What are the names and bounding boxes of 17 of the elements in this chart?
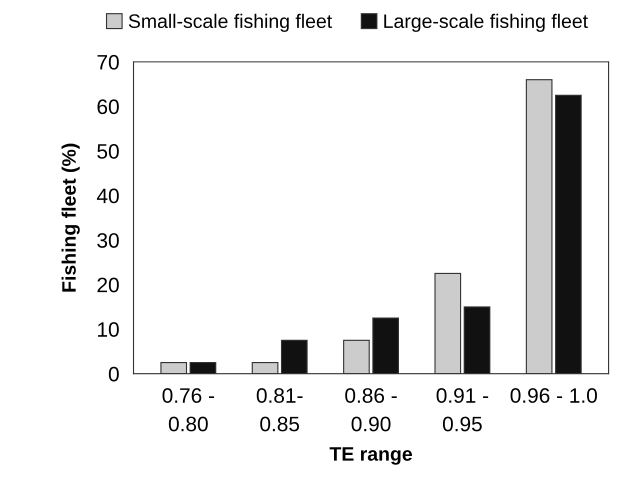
y-tick-label: 0 [108, 366, 119, 382]
x-tick-label: 0.81- 0.85 [256, 388, 303, 432]
y-tick-label: 10 [98, 322, 119, 337]
y-axis-title: Fishing fleet (%) [62, 144, 80, 292]
legend-label: Large-scale fishing fleet [384, 14, 588, 32]
x-tick-label: 0.91 - 0.95 [436, 388, 488, 432]
x-axis-title: TE range [330, 447, 412, 465]
legend-label: Small-scale fishing fleet [128, 14, 332, 32]
y-tick-label: 60 [98, 99, 119, 114]
y-tick-label: 40 [96, 188, 119, 204]
x-tick-label: 0.96 - 1.0 [510, 388, 597, 403]
x-tick-label: 0.76 - 0.80 [162, 388, 214, 432]
y-tick-label: 50 [97, 144, 119, 159]
y-tick-label: 20 [98, 278, 119, 292]
y-tick-label: 70 [98, 54, 119, 70]
y-tick-label: 30 [97, 233, 119, 248]
x-tick-label: 0.86 - 0.90 [345, 388, 397, 432]
